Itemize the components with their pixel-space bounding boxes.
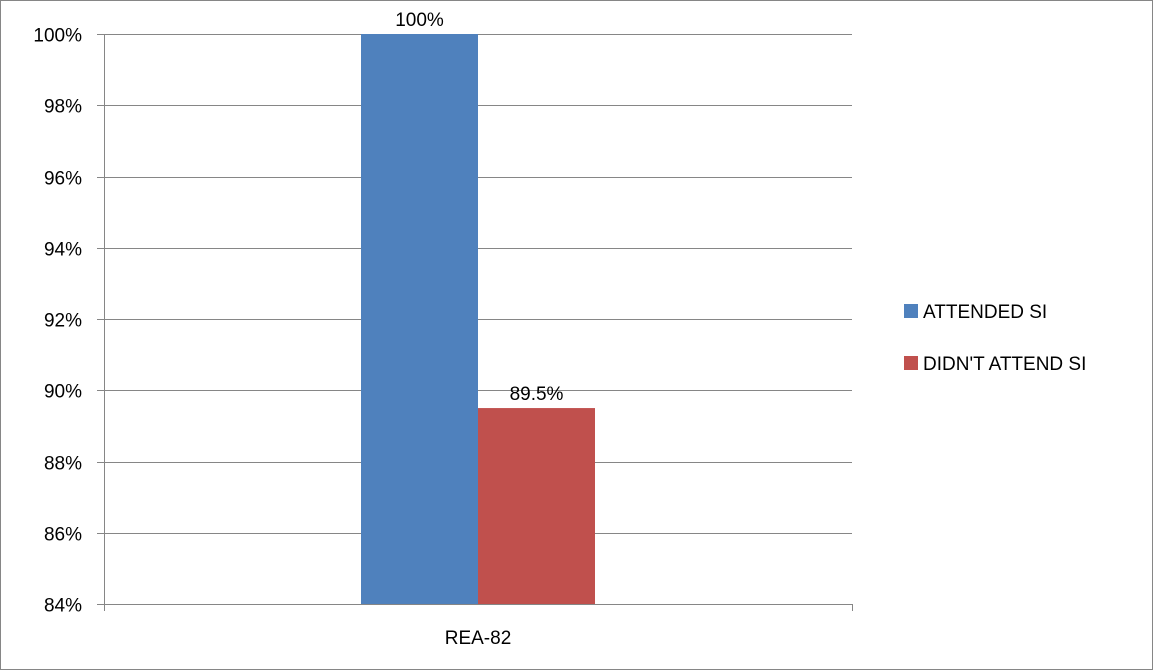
y-tick-label: 84% <box>44 596 82 617</box>
data-labels: 100% 89.5% <box>395 10 563 405</box>
y-tick-label: 98% <box>44 97 82 118</box>
x-axis-labels: REA-82 <box>445 628 512 649</box>
x-tick-label: REA-82 <box>445 628 512 649</box>
y-tick-label: 94% <box>44 240 82 261</box>
y-tick-label: 90% <box>44 382 82 403</box>
y-tick-label: 86% <box>44 525 82 546</box>
bar-didnt-attend-si <box>478 408 595 604</box>
axes <box>104 34 853 611</box>
y-tick-label: 100% <box>33 26 82 47</box>
bars <box>361 34 595 604</box>
legend-label: ATTENDED SI <box>923 302 1047 323</box>
legend: ATTENDED SI DIDN'T ATTEND SI <box>904 302 1086 375</box>
bar-attended-si <box>361 34 478 604</box>
y-tick-label: 88% <box>44 454 82 475</box>
y-tick-label: 96% <box>44 169 82 190</box>
legend-swatch <box>904 304 918 318</box>
legend-label: DIDN'T ATTEND SI <box>923 354 1086 375</box>
y-tick-label: 92% <box>44 311 82 332</box>
legend-swatch <box>904 356 918 370</box>
data-label: 89.5% <box>510 384 564 405</box>
data-label: 100% <box>395 10 444 31</box>
y-axis-ticks: 84% 86% 88% 90% 92% 94% 96% 98% 100% <box>33 26 104 617</box>
